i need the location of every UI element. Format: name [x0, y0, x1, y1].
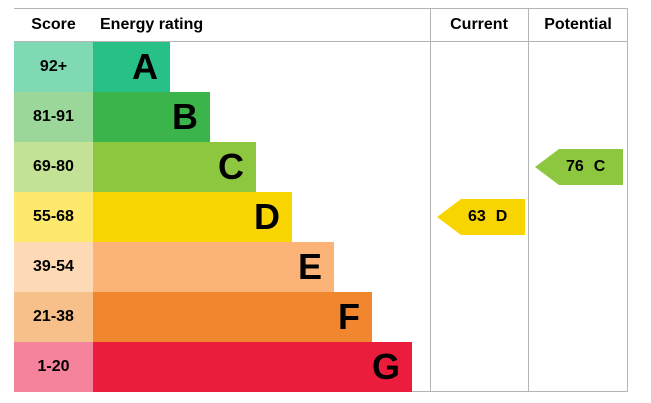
rating-bar-b: B: [93, 92, 210, 142]
band-row-c: 69-80 C: [14, 142, 628, 192]
score-range-f: 21-38: [14, 292, 93, 342]
potential-rating-value: 76: [566, 158, 584, 175]
score-range-a: 92+: [14, 42, 93, 92]
potential-rating-band: C: [593, 158, 606, 175]
score-range-g: 1-20: [14, 342, 93, 392]
header-score: Score: [31, 16, 76, 33]
score-range-c: 69-80: [14, 142, 93, 192]
rating-bar-f: F: [93, 292, 372, 342]
current-rating-value: 63: [468, 208, 486, 225]
rating-letter-a: A: [132, 46, 158, 87]
rating-letter-g: G: [371, 346, 400, 387]
header-row: Score Energy rating Current Potential: [14, 9, 628, 42]
band-rows: 92+ A 81-91 B 69-80 C 55-68 D 39-54: [14, 42, 628, 392]
divider-current-potential: [528, 9, 529, 391]
divider-energy-current: [430, 9, 431, 391]
rating-bar-d: D: [93, 192, 292, 242]
rating-letter-c: C: [218, 146, 244, 187]
rating-letter-f: F: [338, 296, 360, 337]
rating-bar-a: A: [93, 42, 170, 92]
score-range-b: 81-91: [14, 92, 93, 142]
rating-bar-c: C: [93, 142, 256, 192]
band-row-b: 81-91 B: [14, 92, 628, 142]
current-rating-band: D: [495, 208, 508, 225]
rating-letter-e: E: [297, 246, 322, 287]
divider-right-edge: [627, 9, 628, 391]
score-range-d: 55-68: [14, 192, 93, 242]
band-row-a: 92+ A: [14, 42, 628, 92]
rating-letter-b: B: [172, 96, 198, 137]
header-potential: Potential: [544, 16, 612, 33]
band-row-e: 39-54 E: [14, 242, 628, 292]
band-row-g: 1-20 G: [14, 342, 628, 392]
rating-bar-e: E: [93, 242, 334, 292]
band-row-d: 55-68 D: [14, 192, 628, 242]
header-energy-rating: Energy rating: [100, 16, 204, 33]
rating-letter-d: D: [254, 196, 280, 237]
epc-energy-rating-chart: Score Energy rating Current Potential 92…: [14, 8, 628, 392]
rating-bar-g: G: [93, 342, 412, 392]
score-range-e: 39-54: [14, 242, 93, 292]
header-current: Current: [450, 16, 508, 33]
band-row-f: 21-38 F: [14, 292, 628, 342]
